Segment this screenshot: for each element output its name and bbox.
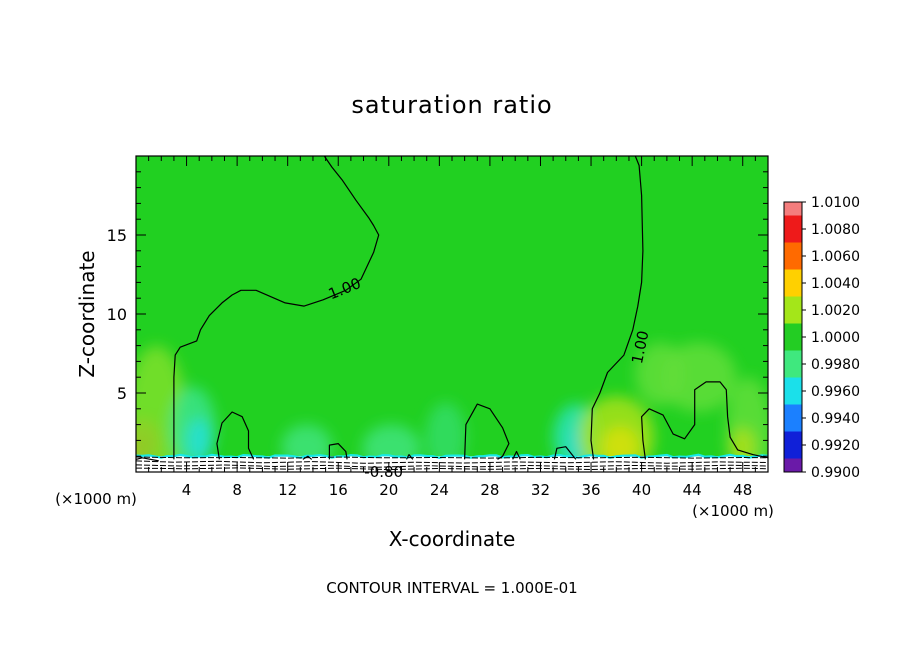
- colorbar-swatch-0: [784, 202, 802, 216]
- y-tick-label: 10: [107, 305, 127, 324]
- colorbar-swatch-7: [784, 377, 802, 405]
- contour-1-00-7: [136, 457, 159, 462]
- y-tick-label: 5: [117, 384, 127, 403]
- colorbar-swatch-6: [784, 350, 802, 378]
- contour-1-00-2: [216, 411, 255, 460]
- negative-contour-1: [136, 460, 768, 464]
- chart-title: saturation ratio: [351, 91, 552, 119]
- colorbar-swatch-4: [784, 296, 802, 324]
- colorbar-swatch-5: [784, 323, 802, 351]
- x-tick-label: 28: [480, 481, 499, 499]
- field-patch-4: [186, 418, 212, 463]
- colorbar-label: 1.0020: [811, 303, 860, 319]
- x-tick-label: 36: [581, 481, 600, 499]
- x-tick-label: 12: [278, 481, 297, 499]
- y-axis-label: Z-coordinate: [75, 250, 99, 377]
- colorbar-label: 0.9960: [811, 384, 860, 400]
- x-tick-label: 4: [182, 481, 192, 499]
- negative-contour-2: [136, 464, 768, 468]
- colorbar-label: 0.9980: [811, 357, 860, 373]
- x-axis-unit-right: (×1000 m): [692, 502, 774, 520]
- ground-band: [136, 456, 768, 472]
- contour-1-00-3: [328, 443, 348, 460]
- x-tick-label: 16: [329, 481, 348, 499]
- contour-1-00-5: [553, 446, 577, 460]
- contour-1-00-8: [512, 450, 521, 460]
- field-patch-13: [660, 342, 737, 412]
- colorbar-swatch-8: [784, 404, 802, 432]
- x-axis-label: X-coordinate: [389, 527, 516, 551]
- colorbar-legend: 1.0100 1.0080 1.0060 1.0040 1.0020 1.0000 0.99…: [783, 195, 860, 481]
- colorbar-swatch-10: [784, 458, 802, 472]
- contour-1-00-6: [641, 381, 768, 460]
- colorbar-label: 1.0040: [811, 276, 860, 292]
- contour-1-00-10: [405, 454, 414, 460]
- colorbar-swatch-1: [784, 215, 802, 243]
- colorbar-label: 0.9940: [811, 411, 860, 427]
- y-axis: 5 10 15: [107, 171, 768, 457]
- x-tick-label: 48: [733, 481, 752, 499]
- x-axis: 4 8 12 16 20 24 28 32 36 40 44 48: [148, 156, 756, 499]
- colorbar-swatch-9: [784, 431, 802, 459]
- colorbar-swatch-3: [784, 269, 802, 297]
- contour-1-00-0: [173, 156, 380, 460]
- y-tick-label: 15: [107, 226, 127, 245]
- x-tick-label: 24: [430, 481, 449, 499]
- x-tick-label: 20: [379, 481, 398, 499]
- x-tick-label: 32: [531, 481, 550, 499]
- x-axis-unit-left: (×1000 m): [55, 490, 137, 508]
- colorbar-label: 1.0080: [811, 222, 860, 238]
- colorbar-label: 0.9900: [811, 465, 860, 481]
- x-tick-label: 8: [232, 481, 242, 499]
- colorbar-label: 1.0000: [811, 330, 860, 346]
- contour-interval-footer: CONTOUR INTERVAL = 1.000E-01: [326, 579, 577, 597]
- colorbar-label: 1.0060: [811, 249, 860, 265]
- colorbar-label: 0.9920: [811, 438, 860, 454]
- x-tick-label: 44: [683, 481, 702, 499]
- contour-1-00-9: [302, 455, 313, 460]
- x-tick-label: 40: [632, 481, 651, 499]
- plot-area: 1.001.00-0.80: [135, 155, 769, 481]
- contour-1-00-1: [590, 156, 644, 460]
- contours-1-00: [136, 156, 768, 462]
- contour-1-00-4: [464, 403, 510, 460]
- colorbar-swatch-2: [784, 242, 802, 270]
- colorbar-label: 1.0100: [811, 195, 860, 211]
